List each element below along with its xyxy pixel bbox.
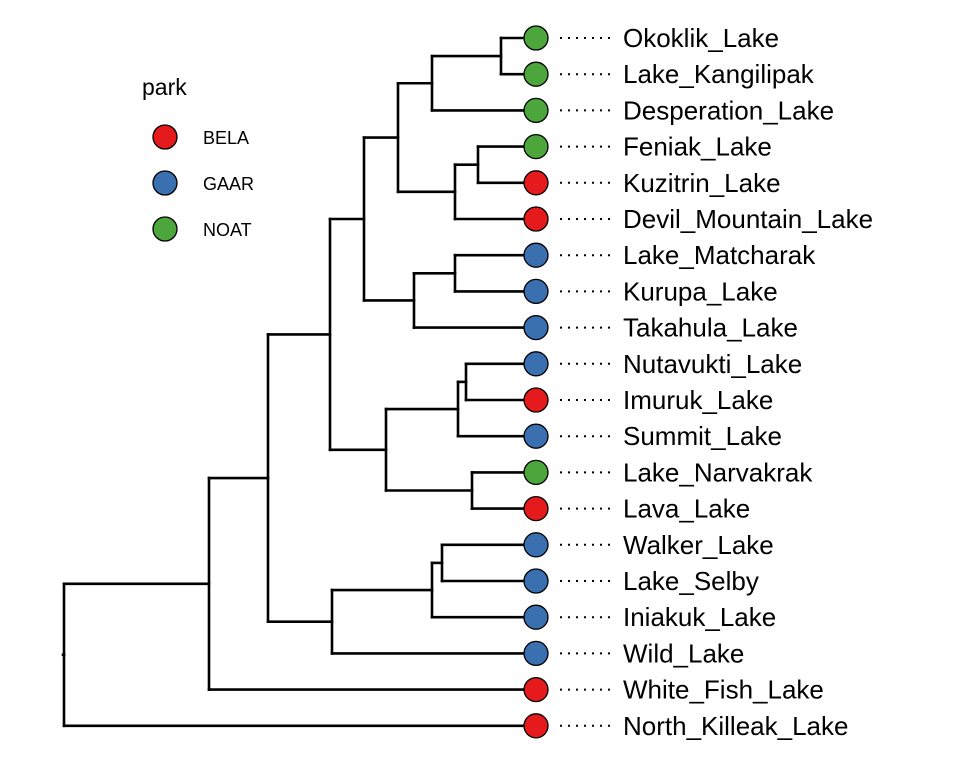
tip-point-wild-lake [523,640,549,667]
tip-points [523,25,549,739]
legend-key-bela [152,124,178,150]
tip-point-nutavukti-lake [523,351,549,377]
tip-label: Takahula_Lake [623,313,798,343]
tip-label: Desperation_Lake [623,95,834,125]
tip-point-desperation-lake [523,97,549,124]
legend-label-gaar: GAAR [203,174,254,194]
legend-label-noat: NOAT [203,220,252,240]
tip-labels: Okoklik_Lake Lake_Kangilipak Desperation_L… [623,23,873,741]
tip-label: White_Fish_Lake [623,675,824,705]
tip-label: North_Killeak_Lake [623,711,848,741]
tip-label: Imuruk_Lake [623,385,773,415]
tip-point-walker-lake [523,532,549,558]
tip-point-north-killeak-lake [523,713,549,739]
legend: park BELA GAAR NOAT [142,74,254,242]
tip-point-lava-lake [523,495,549,522]
legend-title: park [142,74,187,100]
tip-label: Kuzitrin_Lake [623,168,781,198]
tip-label: Wild_Lake [623,638,744,668]
tip-point-lake-kangilipak [523,61,549,87]
tip-point-devil-mountain-lake [523,206,549,232]
tip-point-feniak-lake [523,133,549,160]
tip-label: Lava_Lake [623,494,750,524]
legend-key-noat [152,216,178,242]
tip-point-kuzitrin-lake [523,170,549,196]
tip-label: Walker_Lake [623,530,774,560]
legend-key-gaar [152,170,178,196]
tree-branches [61,36,538,728]
tip-point-summit-lake [523,423,549,449]
tip-point-takahula-lake [523,314,549,341]
tip-point-iniakuk-lake [523,604,549,630]
tip-point-lake-narvakrak [523,459,549,486]
tip-label: Lake_Selby [623,566,759,596]
tip-label: Lake_Narvakrak [623,457,813,487]
tip-point-imuruk-lake [523,387,549,413]
tip-label: Lake_Matcharak [623,240,816,270]
tip-label: Kurupa_Lake [623,276,778,306]
tip-label: Feniak_Lake [623,132,772,162]
tip-label: Okoklik_Lake [623,23,779,53]
tip-label: Devil_Mountain_Lake [623,204,873,234]
tip-point-okoklik-lake [523,25,549,51]
tip-label: Lake_Kangilipak [623,59,815,89]
legend-label-bela: BELA [203,128,249,148]
tip-label: Iniakuk_Lake [623,602,776,632]
tip-leader-lines [560,37,615,727]
tip-point-lake-selby [523,568,549,594]
tip-point-white-fish-lake [523,676,549,703]
tip-point-lake-matcharak [523,242,549,268]
tip-point-kurupa-lake [523,278,549,305]
tip-label: Summit_Lake [623,421,782,451]
tip-label: Nutavukti_Lake [623,349,802,379]
